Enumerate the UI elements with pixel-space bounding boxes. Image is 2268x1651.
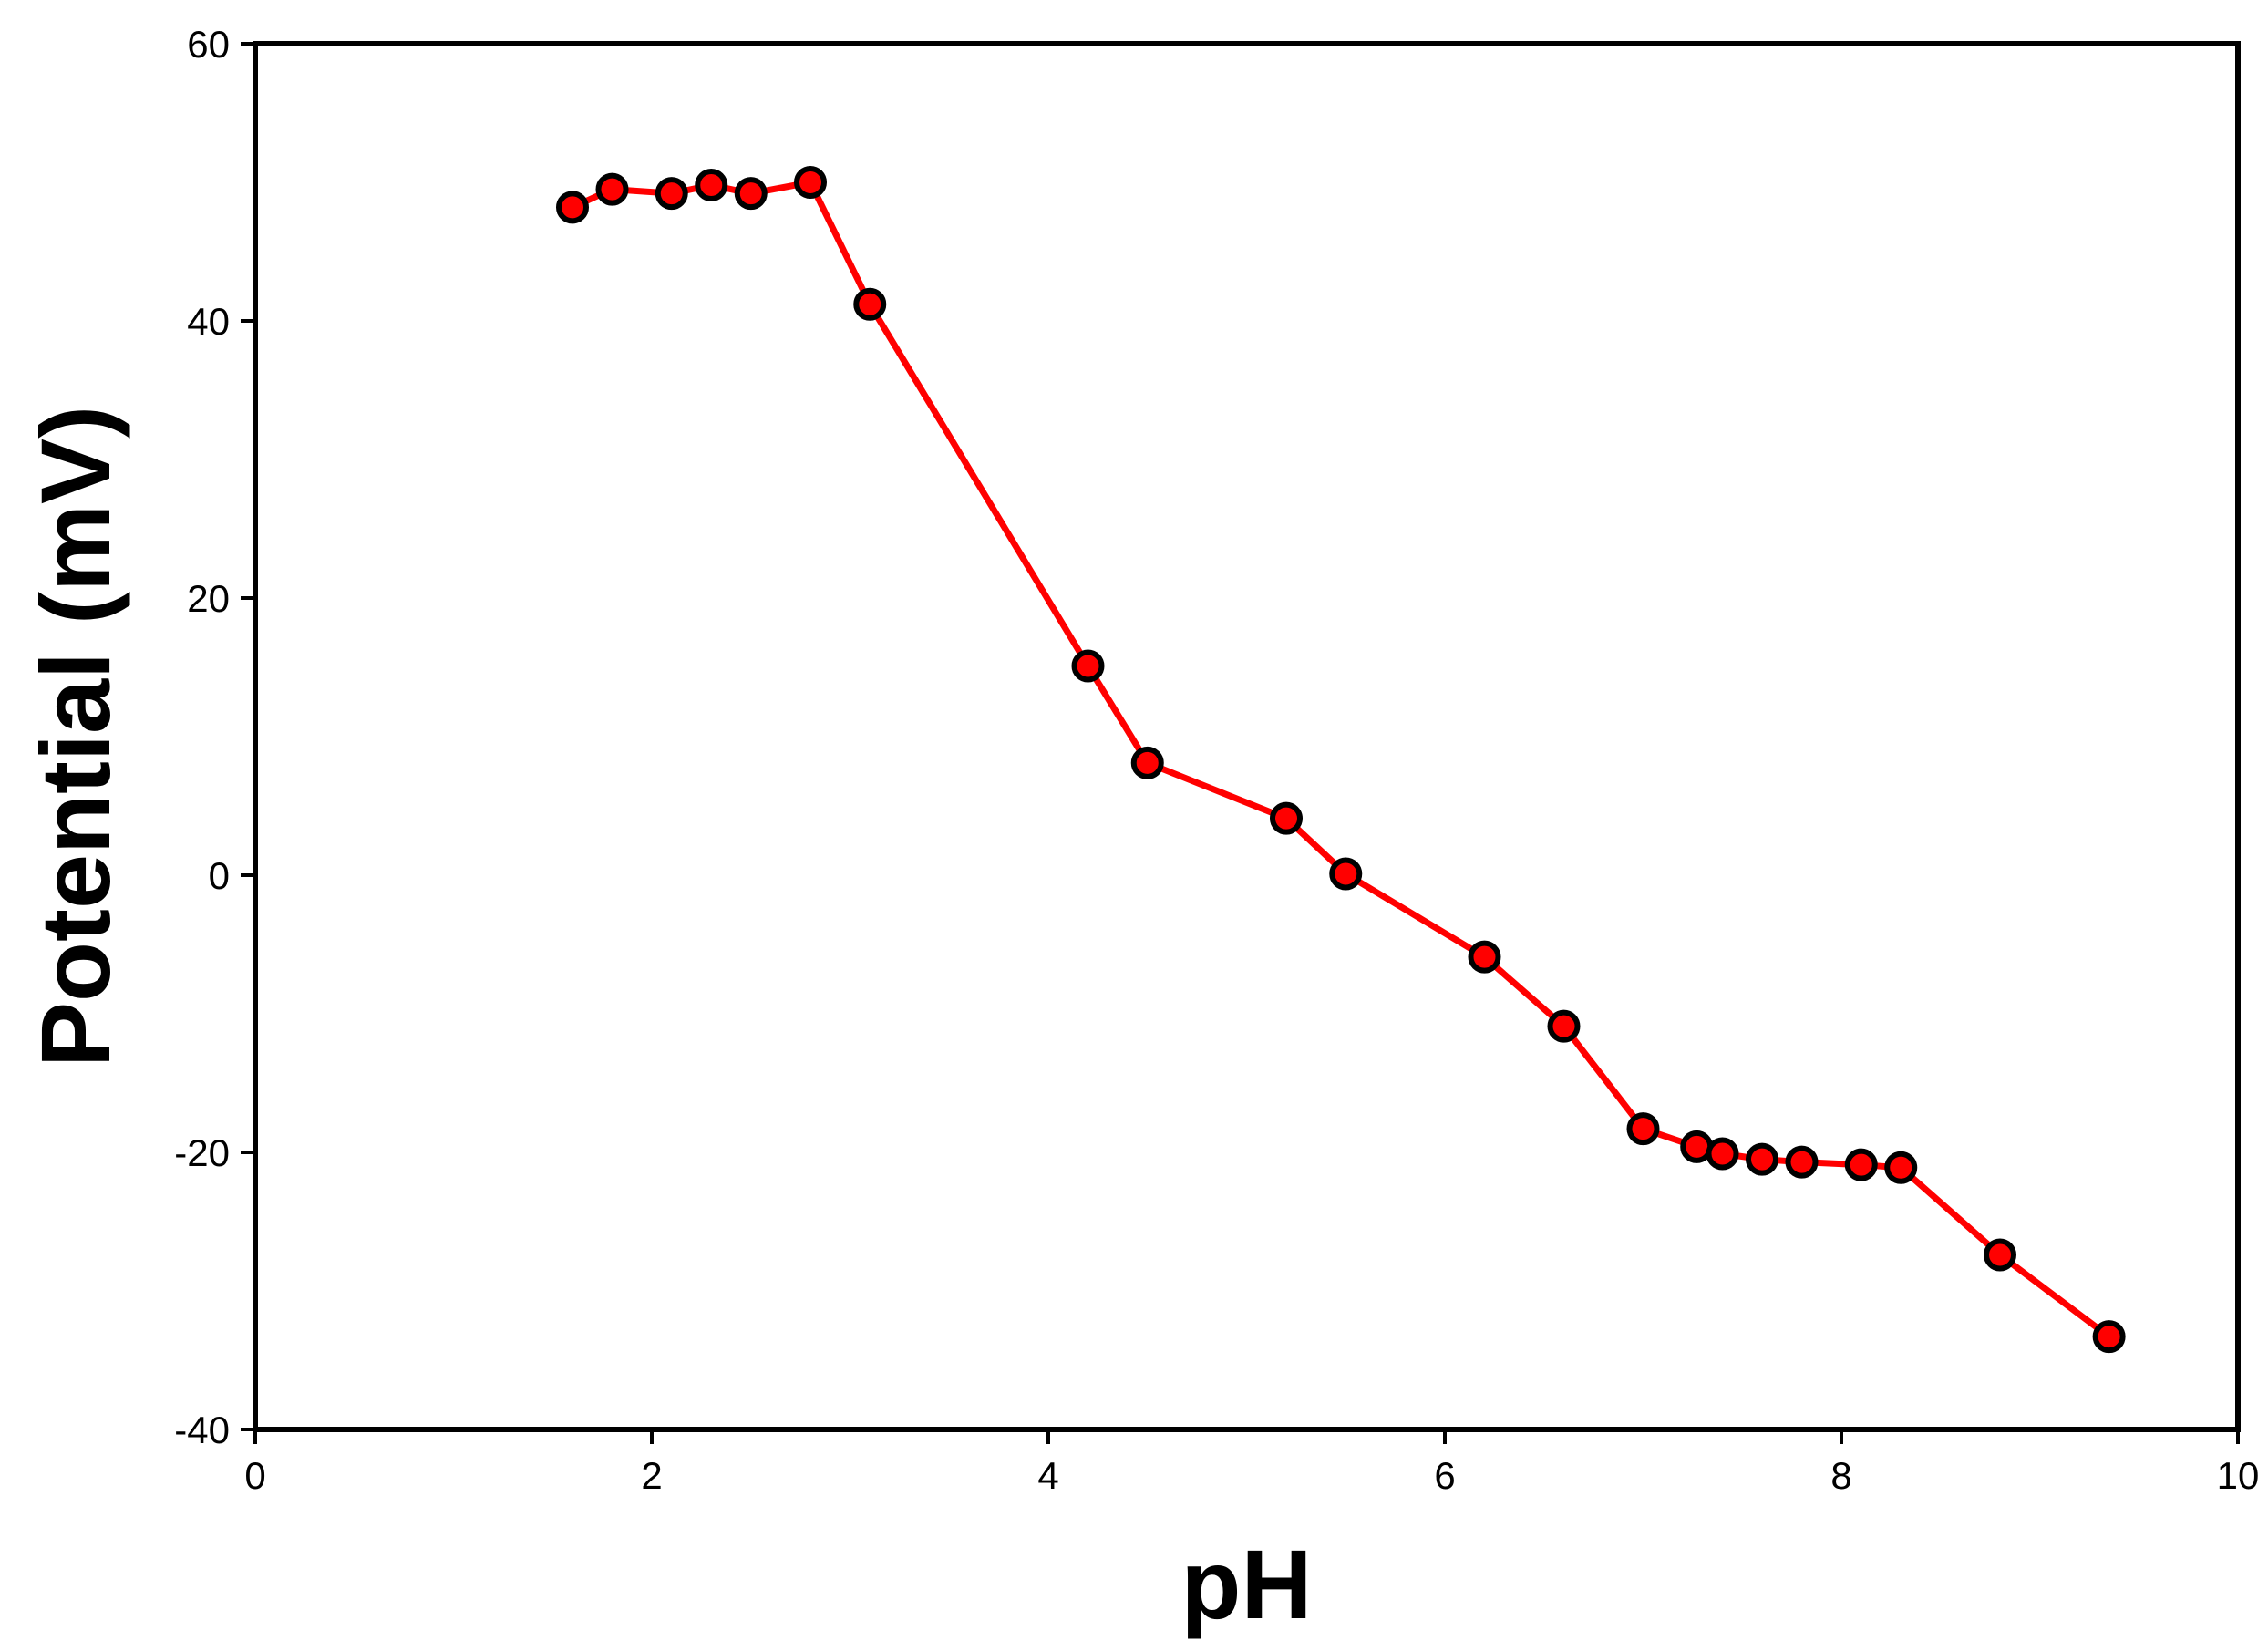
data-point <box>1984 1238 2016 1272</box>
plot-area <box>253 41 2241 1432</box>
y-tick-label: 60 <box>187 23 230 66</box>
x-tick-label: 2 <box>641 1454 662 1497</box>
data-point <box>1270 801 1303 835</box>
y-tick-label: -20 <box>174 1131 230 1174</box>
data-point <box>1785 1145 1819 1179</box>
data-point <box>1844 1148 1878 1181</box>
data-point <box>1680 1130 1714 1163</box>
data-point <box>853 287 887 321</box>
x-tick-label: 4 <box>1037 1454 1058 1497</box>
data-point <box>734 177 768 211</box>
y-axis-title: Potential (mV) <box>20 406 130 1068</box>
y-tick-label: 0 <box>209 854 230 897</box>
x-axis-title: pH <box>1181 1529 1313 1639</box>
data-point <box>1468 940 1501 974</box>
data-point <box>655 177 688 211</box>
data-point <box>794 166 827 199</box>
x-tick-label: 0 <box>244 1454 265 1497</box>
x-tick-label: 10 <box>2217 1454 2260 1497</box>
data-point <box>595 172 629 206</box>
x-tick-label: 8 <box>1830 1454 1851 1497</box>
data-point <box>1547 1009 1581 1043</box>
y-axis: -40 -20 0 20 40 60 <box>174 23 255 1451</box>
x-tick-label: 6 <box>1434 1454 1455 1497</box>
data-point <box>1746 1142 1778 1176</box>
data-point <box>1706 1137 1739 1171</box>
series-line <box>571 179 2111 1339</box>
data-point <box>2092 1320 2126 1354</box>
y-tick-label: -40 <box>174 1409 230 1451</box>
data-point <box>1071 649 1105 683</box>
data-point <box>695 169 728 202</box>
data-point <box>1329 857 1363 891</box>
series-layer <box>556 166 2126 1354</box>
data-point <box>1884 1151 1918 1184</box>
y-tick-label: 40 <box>187 300 230 343</box>
data-point <box>1130 746 1164 779</box>
data-point <box>556 191 589 224</box>
data-point <box>1626 1112 1660 1146</box>
plot-frame <box>253 41 2241 1432</box>
y-tick-label: 20 <box>187 577 230 620</box>
x-axis: 0 2 4 6 8 10 <box>244 1429 2259 1497</box>
